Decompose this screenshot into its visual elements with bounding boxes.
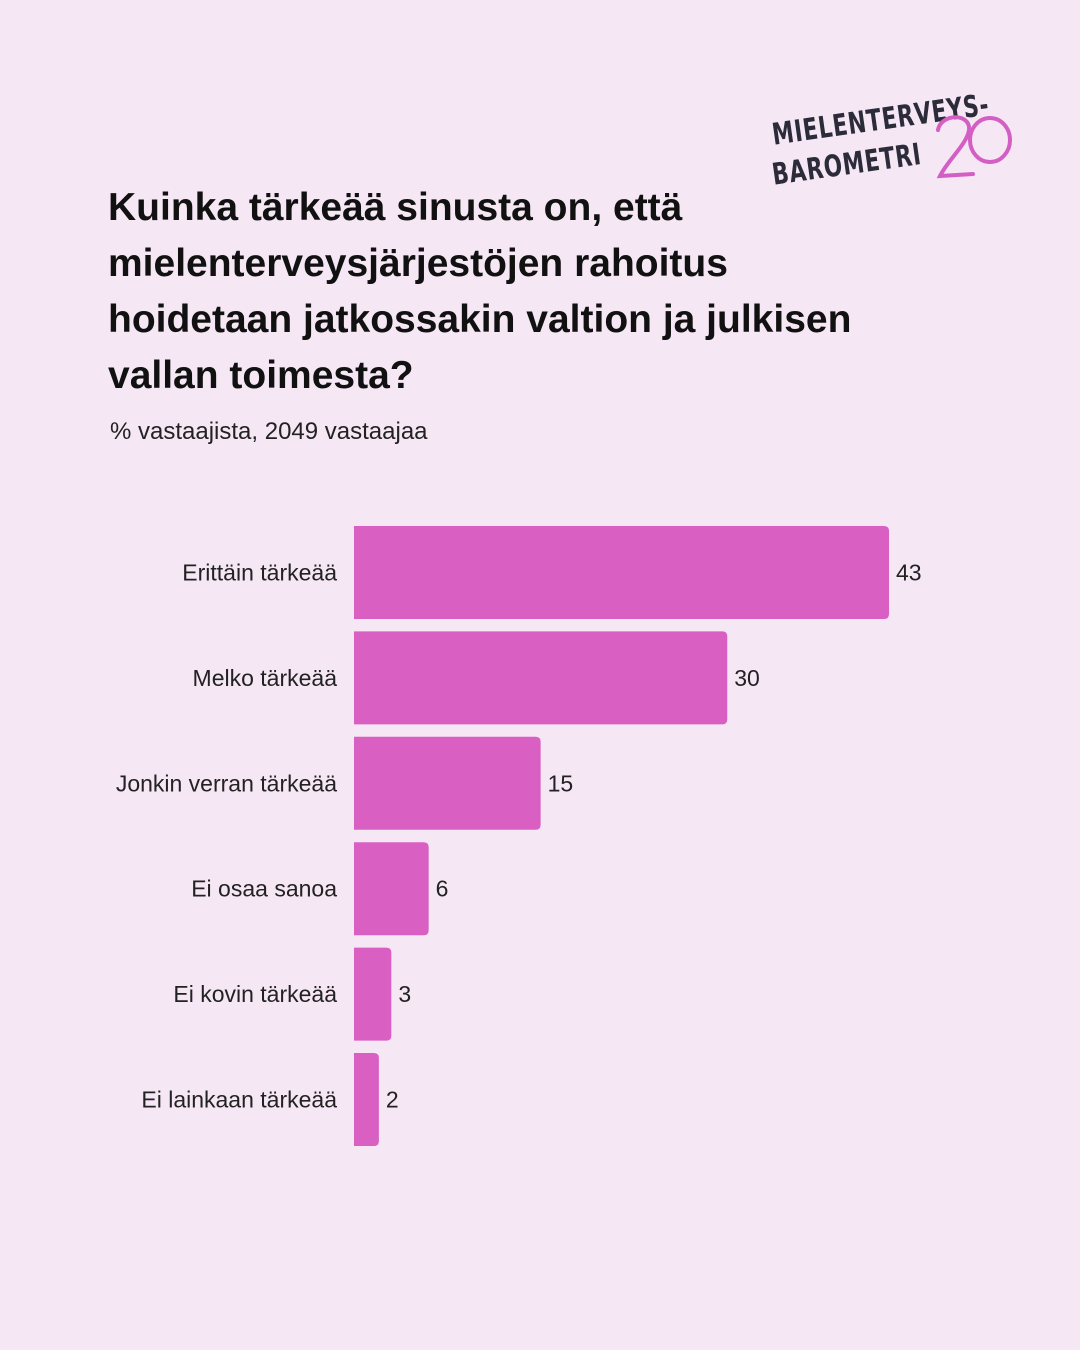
category-label: Ei osaa sanoa bbox=[191, 876, 337, 902]
category-label: Ei lainkaan tärkeää bbox=[141, 1087, 337, 1113]
chart-title: Kuinka tärkeää sinusta on, että mielente… bbox=[108, 186, 852, 397]
category-label: Erittäin tärkeää bbox=[182, 560, 337, 586]
category-label: Melko tärkeää bbox=[193, 665, 338, 691]
logo: MIELENTERVEYS- BAROMETRI bbox=[768, 78, 1028, 193]
value-label: 15 bbox=[548, 770, 574, 796]
category-label: Ei kovin tärkeää bbox=[173, 981, 337, 1007]
value-label: 3 bbox=[398, 981, 411, 1007]
value-label: 30 bbox=[734, 665, 760, 691]
bar bbox=[354, 947, 392, 1041]
value-label: 2 bbox=[386, 1087, 399, 1113]
bar bbox=[354, 526, 889, 619]
bar bbox=[354, 842, 429, 936]
chart-subtitle: % vastaajista, 2049 vastaajaa bbox=[110, 418, 428, 445]
bar bbox=[354, 736, 541, 830]
value-label: 43 bbox=[896, 560, 922, 586]
category-label: Jonkin verran tärkeää bbox=[116, 770, 337, 796]
value-label: 6 bbox=[436, 876, 449, 902]
logo-20-mark bbox=[936, 115, 1012, 179]
bar bbox=[354, 1053, 379, 1146]
bar bbox=[354, 631, 728, 725]
